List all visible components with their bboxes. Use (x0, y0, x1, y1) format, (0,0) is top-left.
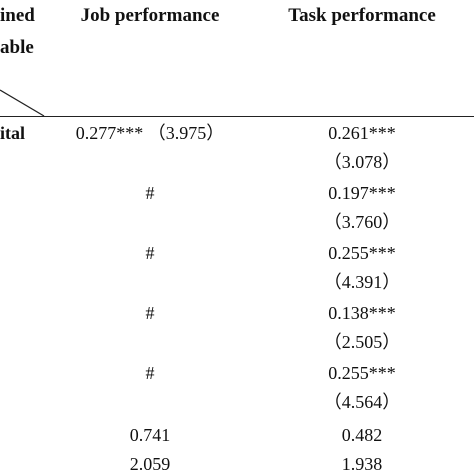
footer-job-value: 2.059 (129, 454, 171, 474)
job-performance-cell: # (145, 243, 155, 263)
footer-task-value: 0.482 (341, 425, 383, 445)
footer-task-value: 1.938 (341, 454, 383, 474)
task-coef-cell: 0.255*** (328, 243, 396, 263)
task-tstat-cell: （4.564） (323, 392, 401, 412)
job-performance-cell: # (145, 183, 155, 203)
task-coef-cell: 0.197*** (328, 183, 396, 203)
row-label: ital (0, 123, 25, 143)
col-header-task-performance: Task performance (288, 5, 436, 26)
task-tstat-cell: （2.505） (323, 332, 401, 352)
task-tstat-cell: （3.078） (323, 152, 401, 172)
job-performance-cell: 0.277*** （3.975） (75, 123, 225, 143)
corner-header-line1: ined (0, 5, 35, 26)
task-tstat-cell: （4.391） (323, 272, 401, 292)
job-performance-cell: # (145, 363, 155, 383)
task-coef-cell: 0.261*** (328, 123, 396, 143)
footer-job-value: 0.741 (129, 425, 171, 445)
task-tstat-cell: （3.760） (323, 212, 401, 232)
col-header-job-performance: Job performance (80, 5, 220, 26)
header-rule (0, 116, 474, 117)
task-coef-cell: 0.138*** (328, 303, 396, 323)
corner-header-line2: able (0, 37, 34, 58)
task-coef-cell: 0.255*** (328, 363, 396, 383)
job-performance-cell: # (145, 303, 155, 323)
